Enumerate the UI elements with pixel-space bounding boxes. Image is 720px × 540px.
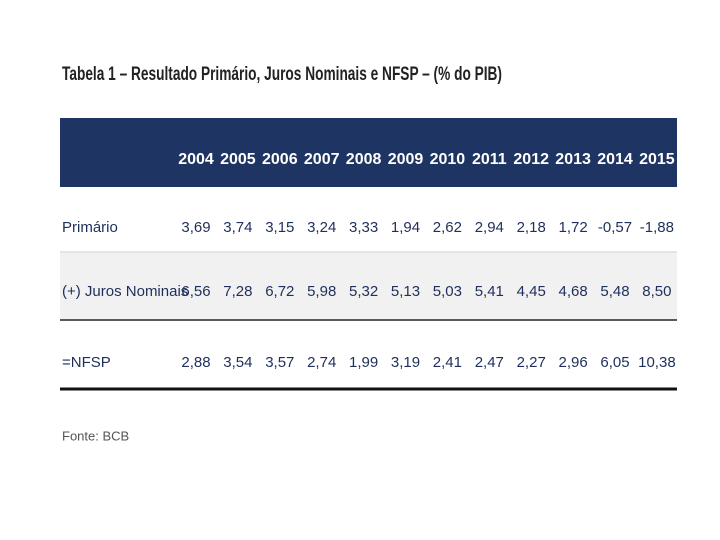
table-cell: 2,62 — [433, 219, 462, 236]
table-cell: 6,56 — [181, 283, 210, 300]
column-header: 2007 — [304, 151, 340, 168]
table-cell: 2,96 — [558, 354, 587, 371]
table-cell: 7,28 — [223, 283, 252, 300]
table-cell: -0,57 — [598, 219, 632, 236]
table-cell: 2,18 — [517, 219, 546, 236]
header-band — [60, 118, 677, 187]
column-header: 2008 — [346, 151, 382, 168]
column-header: 2012 — [513, 151, 549, 168]
row-label: (+) Juros Nominais — [62, 283, 188, 300]
column-header: 2014 — [597, 151, 633, 168]
table-cell: 2,27 — [517, 354, 546, 371]
row-label: Primário — [62, 219, 118, 236]
table-cell: -1,88 — [640, 219, 674, 236]
row-shade — [60, 253, 677, 319]
table-cell: 3,74 — [223, 219, 252, 236]
table-cell: 3,69 — [181, 219, 210, 236]
table-cell: 3,33 — [349, 219, 378, 236]
table-cell: 2,41 — [433, 354, 462, 371]
table-cell: 3,57 — [265, 354, 294, 371]
table-cell: 2,74 — [307, 354, 336, 371]
column-header: 2013 — [555, 151, 591, 168]
column-header: 2005 — [220, 151, 256, 168]
table-cell: 2,88 — [181, 354, 210, 371]
table-cell: 6,72 — [265, 283, 294, 300]
table-title: Tabela 1 – Resultado Primário, Juros Nom… — [62, 64, 502, 85]
table-cell: 5,03 — [433, 283, 462, 300]
column-header: 2010 — [430, 151, 466, 168]
table-cell: 4,45 — [517, 283, 546, 300]
table-cell: 1,99 — [349, 354, 378, 371]
row-label: =NFSP — [62, 354, 111, 371]
table-cell: 1,72 — [558, 219, 587, 236]
column-header: 2004 — [178, 151, 214, 168]
table-cell: 5,32 — [349, 283, 378, 300]
table-cell: 3,19 — [391, 354, 420, 371]
table-cell: 1,94 — [391, 219, 420, 236]
table-cell: 5,41 — [475, 283, 504, 300]
table-cell: 4,68 — [558, 283, 587, 300]
table-cell: 3,54 — [223, 354, 252, 371]
table-cell: 6,05 — [600, 354, 629, 371]
table-cell: 10,38 — [638, 354, 676, 371]
table-cell: 5,13 — [391, 283, 420, 300]
table-cell: 5,98 — [307, 283, 336, 300]
table-cell: 2,47 — [475, 354, 504, 371]
source-note: Fonte: BCB — [62, 428, 129, 443]
column-header: 2006 — [262, 151, 298, 168]
column-header: 2011 — [472, 151, 507, 168]
table-cell: 5,48 — [600, 283, 629, 300]
table-cell: 3,24 — [307, 219, 336, 236]
column-header: 2015 — [639, 151, 675, 168]
table-cell: 2,94 — [475, 219, 504, 236]
table-cell: 3,15 — [265, 219, 294, 236]
table-cell: 8,50 — [642, 283, 671, 300]
column-header: 2009 — [388, 151, 424, 168]
